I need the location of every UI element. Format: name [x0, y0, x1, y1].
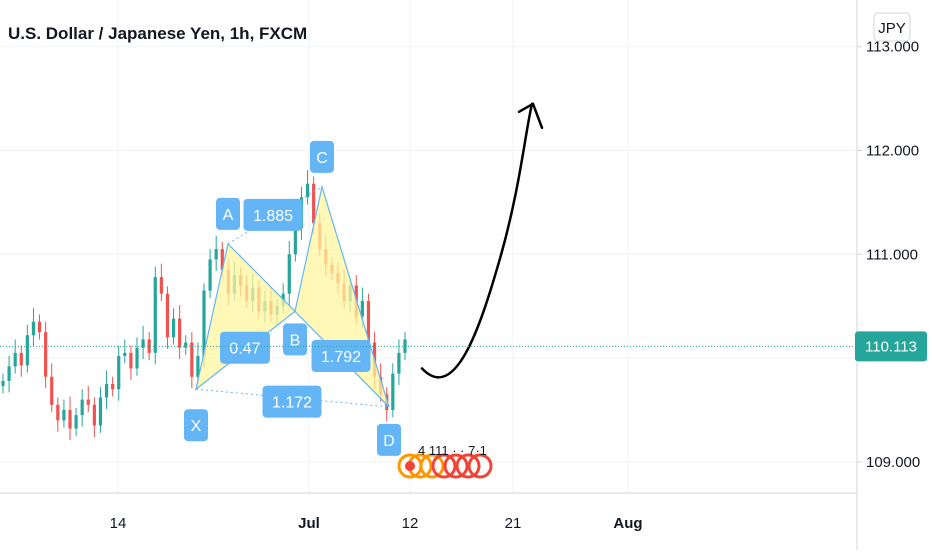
candle-body — [86, 399, 90, 405]
event-marker-text: 4 111 · · 7·1 — [418, 443, 487, 458]
ratio-label-xb: 0.47 — [229, 341, 260, 358]
ratio-label-ac: 1.885 — [253, 208, 293, 225]
harmonic-pattern: X A B C D 0.47 1.885 1.792 1.172 — [184, 140, 401, 456]
candle-body — [37, 321, 42, 333]
candle-body — [171, 318, 176, 338]
point-label-x: X — [191, 418, 202, 435]
x-tick-label: 21 — [505, 515, 522, 532]
candle-body — [111, 384, 115, 390]
candle-body — [147, 339, 151, 353]
event-marker-ring — [443, 453, 469, 479]
y-tick-label: 112.000 — [866, 142, 919, 159]
candle-body — [50, 376, 54, 405]
candle-body — [123, 352, 127, 356]
projection-arrowhead — [517, 102, 544, 130]
candle-body — [98, 397, 103, 426]
x-axis-ticks: 14 Jul 12 21 Aug — [110, 515, 643, 532]
last-price-label: 110.113 — [865, 338, 917, 355]
candle-body — [184, 342, 188, 348]
candle-body — [13, 352, 17, 367]
candle-body — [62, 409, 66, 421]
candle-body — [178, 318, 182, 348]
y-tick-label: 109.000 — [866, 454, 920, 471]
y-tick-label: 113.000 — [866, 39, 919, 56]
candle-body — [1, 380, 5, 387]
candle-body — [44, 332, 48, 377]
x-tick-label: Jul — [298, 515, 320, 532]
y-tick-label: 111.000 — [866, 246, 918, 263]
currency-label: JPY — [878, 20, 906, 37]
candle-body — [104, 384, 109, 398]
ratio-label-xd-bg — [262, 385, 322, 418]
ratio-label-xd: 1.172 — [272, 395, 312, 412]
candle-body — [202, 290, 206, 356]
candle-body — [190, 342, 194, 377]
ratio-label-bd: 1.792 — [321, 349, 361, 366]
ac-leg — [227, 186, 323, 245]
candle-body — [293, 228, 297, 255]
point-label-d-bg — [377, 423, 401, 456]
candle-body — [220, 249, 224, 270]
candle-body — [68, 409, 72, 429]
candle-body — [214, 249, 218, 260]
candle-body — [196, 355, 200, 377]
point-label-c: C — [316, 150, 328, 167]
point-label-c-bg — [310, 140, 334, 173]
candle-body — [366, 300, 371, 343]
grid-lines — [0, 0, 857, 493]
projection-curve — [420, 102, 534, 379]
candle-body — [129, 352, 133, 369]
projection-arrow — [420, 102, 544, 379]
ratio-label-bd-bg — [311, 339, 371, 372]
event-marker-ring — [467, 453, 493, 479]
candle-body — [56, 404, 60, 421]
currency-badge[interactable]: JPY — [873, 12, 911, 42]
event-marker-ring — [431, 453, 457, 479]
last-price-tag[interactable]: 110.113 — [855, 331, 927, 362]
event-markers[interactable]: 4 111 · · 7·1 — [397, 443, 493, 479]
candle-body — [287, 254, 291, 294]
point-label-d: D — [383, 433, 395, 450]
point-label-a-bg — [216, 197, 240, 230]
event-marker-dot — [405, 461, 415, 471]
point-label-b-bg — [283, 323, 307, 356]
y-axis-ticks: 113.000 112.000 111.000 109.000 — [857, 39, 920, 471]
event-marker-ring — [419, 453, 445, 479]
ratio-label-xb-bg — [220, 331, 270, 364]
candle-body — [141, 339, 145, 348]
chart-title: U.S. Dollar / Japanese Yen, 1h, FXCM — [8, 24, 307, 43]
candle-body — [165, 293, 170, 338]
price-axis-bg — [857, 0, 932, 550]
xb-leg — [195, 310, 296, 390]
candle-body — [360, 300, 364, 317]
candle-body — [117, 355, 121, 390]
candle-body — [135, 347, 139, 369]
candle-body — [153, 277, 157, 353]
point-label-b: B — [290, 332, 301, 349]
candle-body — [397, 352, 401, 374]
candle-body — [92, 404, 96, 426]
ratio-label-ac-bg — [243, 198, 303, 231]
x-tick-label: 12 — [402, 515, 419, 532]
candle-body — [159, 277, 163, 294]
candle-body — [391, 373, 395, 410]
candle-body — [305, 183, 310, 198]
x-tick-label: Aug — [613, 515, 642, 532]
candle-body — [74, 415, 78, 429]
candle-body — [7, 366, 11, 381]
point-label-x-bg — [184, 409, 208, 442]
candle-body — [80, 399, 84, 416]
candle-body — [208, 259, 212, 291]
event-marker-ring — [455, 453, 481, 479]
point-label-a: A — [223, 207, 234, 224]
x-tick-label: 14 — [110, 515, 127, 532]
candle-body — [31, 321, 36, 336]
candle-body — [19, 352, 23, 366]
candle-body — [312, 183, 316, 224]
candle-body — [25, 335, 29, 366]
